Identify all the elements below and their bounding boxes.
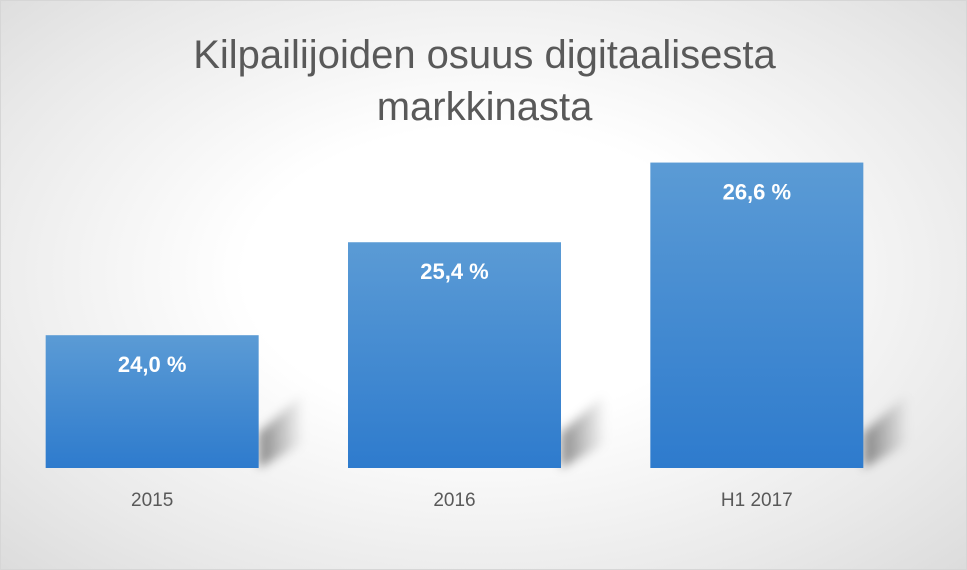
chart-title-line-1: Kilpailijoiden osuus digitaalisesta: [193, 33, 776, 77]
chart-title-line-2: markkinasta: [376, 85, 593, 129]
x-tick-label: 2015: [131, 490, 173, 511]
data-label: 25,4 %: [420, 259, 489, 284]
bar-shadow: [258, 393, 304, 468]
bar-shadow: [863, 393, 909, 468]
data-label: 26,6 %: [723, 180, 792, 205]
bar-2016: [348, 242, 561, 468]
x-tick-label: H1 2017: [721, 490, 793, 511]
bar-2015: [45, 335, 259, 468]
chart-title: Kilpailijoiden osuus digitaalisesta mark…: [1, 29, 966, 133]
bar-h1-2017: [650, 162, 864, 468]
bar-shadow: [561, 393, 606, 468]
x-tick-label: 2016: [433, 490, 475, 511]
data-label: 24,0 %: [118, 352, 187, 377]
